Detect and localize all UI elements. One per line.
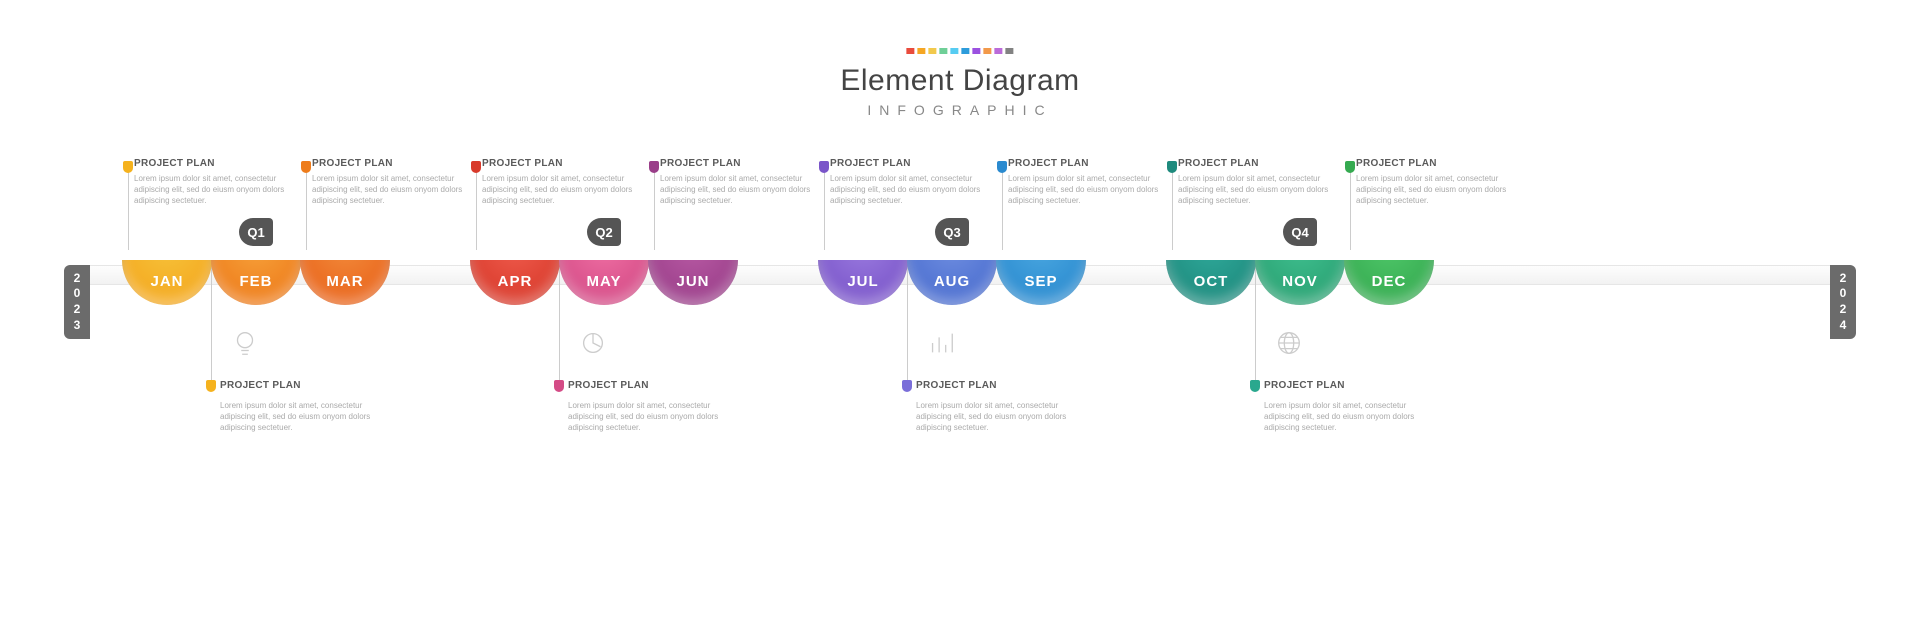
bars-icon xyxy=(926,328,960,362)
month-label: AUG xyxy=(907,273,997,290)
plan-body: Lorem ipsum dolor sit amet, consectetur … xyxy=(568,400,736,434)
plan-body: Lorem ipsum dolor sit amet, consectetur … xyxy=(312,173,488,207)
month-label: JUL xyxy=(818,273,908,290)
plan-title: PROJECT PLAN xyxy=(660,158,836,169)
plan-title: PROJECT PLAN xyxy=(916,380,997,391)
plan-title: PROJECT PLAN xyxy=(1178,158,1354,169)
month-label: MAY xyxy=(559,273,649,290)
plan-body: Lorem ipsum dolor sit amet, consectetur … xyxy=(1264,400,1432,434)
quarter-tag: Q4 xyxy=(1283,218,1317,246)
year-end-tab: 2024 xyxy=(1830,265,1856,339)
plan-title: PROJECT PLAN xyxy=(568,380,649,391)
plan-title: PROJECT PLAN xyxy=(1356,158,1532,169)
quarter-tag: Q3 xyxy=(935,218,969,246)
year-start-tab: 2023 xyxy=(64,265,90,339)
plan-body: Lorem ipsum dolor sit amet, consectetur … xyxy=(830,173,1006,207)
month-label: APR xyxy=(470,273,560,290)
plan-body: Lorem ipsum dolor sit amet, consectetur … xyxy=(1008,173,1184,207)
quarter-tag: Q1 xyxy=(239,218,273,246)
plan-block: PROJECT PLAN Lorem ipsum dolor sit amet, … xyxy=(134,158,310,207)
plan-title: PROJECT PLAN xyxy=(312,158,488,169)
plan-title: PROJECT PLAN xyxy=(1008,158,1184,169)
quarter-q3: Q3 JULAUGSEP PROJECT PLAN Lorem ipsum dolor… xyxy=(818,160,1086,450)
month-label: JAN xyxy=(122,273,212,290)
month-label: DEC xyxy=(1344,273,1434,290)
plan-body: Lorem ipsum dolor sit amet, consectetur … xyxy=(1356,173,1532,207)
month-label: SEP xyxy=(996,273,1086,290)
globe-icon xyxy=(1274,328,1308,362)
plan-block: PROJECT PLAN Lorem ipsum dolor sit amet, … xyxy=(312,158,488,207)
color-strip xyxy=(840,48,1079,54)
plan-title: PROJECT PLAN xyxy=(482,158,658,169)
pie-icon xyxy=(578,328,612,362)
bulb-icon xyxy=(230,328,264,362)
plan-body: Lorem ipsum dolor sit amet, consectetur … xyxy=(482,173,658,207)
plan-block: PROJECT PLAN Lorem ipsum dolor sit amet, … xyxy=(482,158,658,207)
plan-title: PROJECT PLAN xyxy=(830,158,1006,169)
plan-body: Lorem ipsum dolor sit amet, consectetur … xyxy=(660,173,836,207)
plan-body: Lorem ipsum dolor sit amet, consectetur … xyxy=(134,173,310,207)
month-label: OCT xyxy=(1166,273,1256,290)
plan-block: PROJECT PLAN Lorem ipsum dolor sit amet, … xyxy=(830,158,1006,207)
plan-block: PROJECT PLAN Lorem ipsum dolor sit amet, … xyxy=(1178,158,1354,207)
quarter-q2: Q2 APRMAYJUN PROJECT PLAN Lorem ipsum dolor… xyxy=(470,160,738,450)
plan-title: PROJECT PLAN xyxy=(1264,380,1345,391)
plan-body: Lorem ipsum dolor sit amet, consectetur … xyxy=(220,400,388,434)
month-label: JUN xyxy=(648,273,738,290)
header: Element Diagram INFOGRAPHIC xyxy=(840,48,1079,118)
plan-title: PROJECT PLAN xyxy=(134,158,310,169)
quarter-q4: Q4 OCTNOVDEC PROJECT PLAN Lorem ipsum dolor… xyxy=(1166,160,1434,450)
month-label: FEB xyxy=(211,273,301,290)
quarter-q1: Q1 JANFEBMAR PROJECT PLAN Lorem ipsum dolor… xyxy=(122,160,390,450)
plan-body: Lorem ipsum dolor sit amet, consectetur … xyxy=(916,400,1084,434)
month-label: NOV xyxy=(1255,273,1345,290)
plan-block: PROJECT PLAN Lorem ipsum dolor sit amet, … xyxy=(660,158,836,207)
page-title: Element Diagram xyxy=(840,64,1079,98)
month-label: MAR xyxy=(300,273,390,290)
plan-block: PROJECT PLAN Lorem ipsum dolor sit amet, … xyxy=(1356,158,1532,207)
plan-block: PROJECT PLAN Lorem ipsum dolor sit amet, … xyxy=(1008,158,1184,207)
plan-title: PROJECT PLAN xyxy=(220,380,301,391)
quarter-tag: Q2 xyxy=(587,218,621,246)
plan-body: Lorem ipsum dolor sit amet, consectetur … xyxy=(1178,173,1354,207)
page-subtitle: INFOGRAPHIC xyxy=(840,102,1079,118)
